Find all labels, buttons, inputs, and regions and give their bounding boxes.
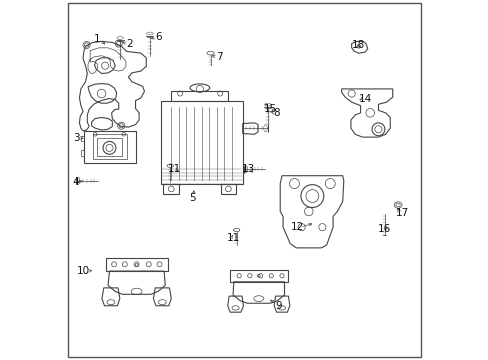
Text: 1: 1	[94, 34, 101, 44]
Text: 10: 10	[76, 266, 89, 276]
Text: 7: 7	[216, 52, 223, 62]
Text: 16: 16	[377, 224, 390, 234]
Text: 11: 11	[227, 233, 240, 243]
Text: 13: 13	[242, 164, 255, 174]
Text: 4: 4	[72, 177, 79, 187]
Text: 15: 15	[263, 104, 276, 113]
Text: 5: 5	[189, 193, 196, 203]
Text: 9: 9	[275, 301, 282, 311]
Text: 11: 11	[168, 164, 181, 174]
Bar	[81, 136, 84, 141]
Text: 2: 2	[126, 39, 133, 49]
Text: 3: 3	[73, 133, 80, 143]
Text: 18: 18	[351, 40, 365, 50]
Text: 14: 14	[358, 94, 371, 104]
Text: 6: 6	[155, 32, 162, 42]
Text: 8: 8	[273, 108, 280, 118]
Text: 12: 12	[290, 222, 304, 232]
Bar	[81, 150, 84, 156]
Text: 17: 17	[395, 208, 408, 218]
